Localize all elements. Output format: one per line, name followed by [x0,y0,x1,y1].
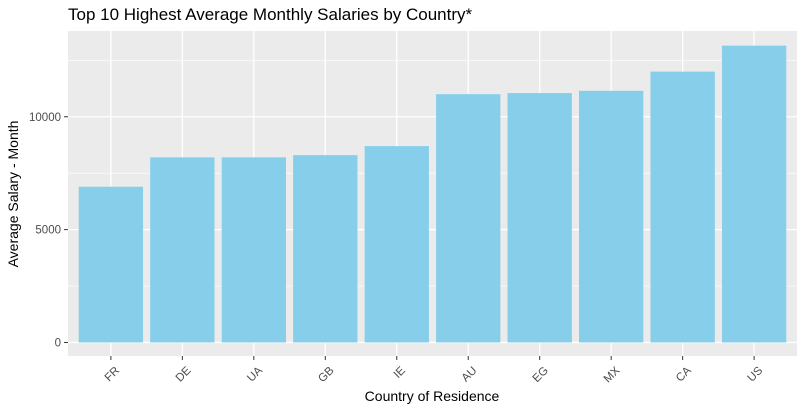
x-tick-label: DE [174,365,194,385]
x-axis: FR DE UA GB IE AU EG MX CA US [103,356,766,385]
x-tick-label: US [746,365,766,385]
bar-ua [221,157,286,343]
y-axis: 0 5000 10000 [29,112,68,349]
bar-ca [650,71,715,343]
x-tick-label: GB [316,365,336,385]
y-tick-label: 0 [55,337,61,349]
bar-au [436,94,501,343]
bar-us [721,45,787,343]
bar-mx [579,90,644,343]
y-axis-title: Average Salary - Month [5,121,21,268]
x-tick-label: UA [245,365,265,385]
bar-gb [293,155,358,343]
y-tick-label: 5000 [35,225,61,237]
y-tick-label: 10000 [29,112,61,124]
bars [78,45,787,343]
bar-de [150,157,215,343]
bar-eg [507,93,572,343]
x-tick-label: IE [392,365,408,381]
x-tick-label: FR [103,365,122,384]
x-tick-label: AU [460,365,480,385]
x-tick-label: EG [531,365,551,385]
x-tick-label: MX [602,364,623,385]
bar-ie [364,146,429,343]
bar-fr [78,186,144,343]
chart-title: Top 10 Highest Average Monthly Salaries … [68,5,473,24]
x-tick-label: CA [674,365,694,385]
x-axis-title: Country of Residence [365,388,500,404]
